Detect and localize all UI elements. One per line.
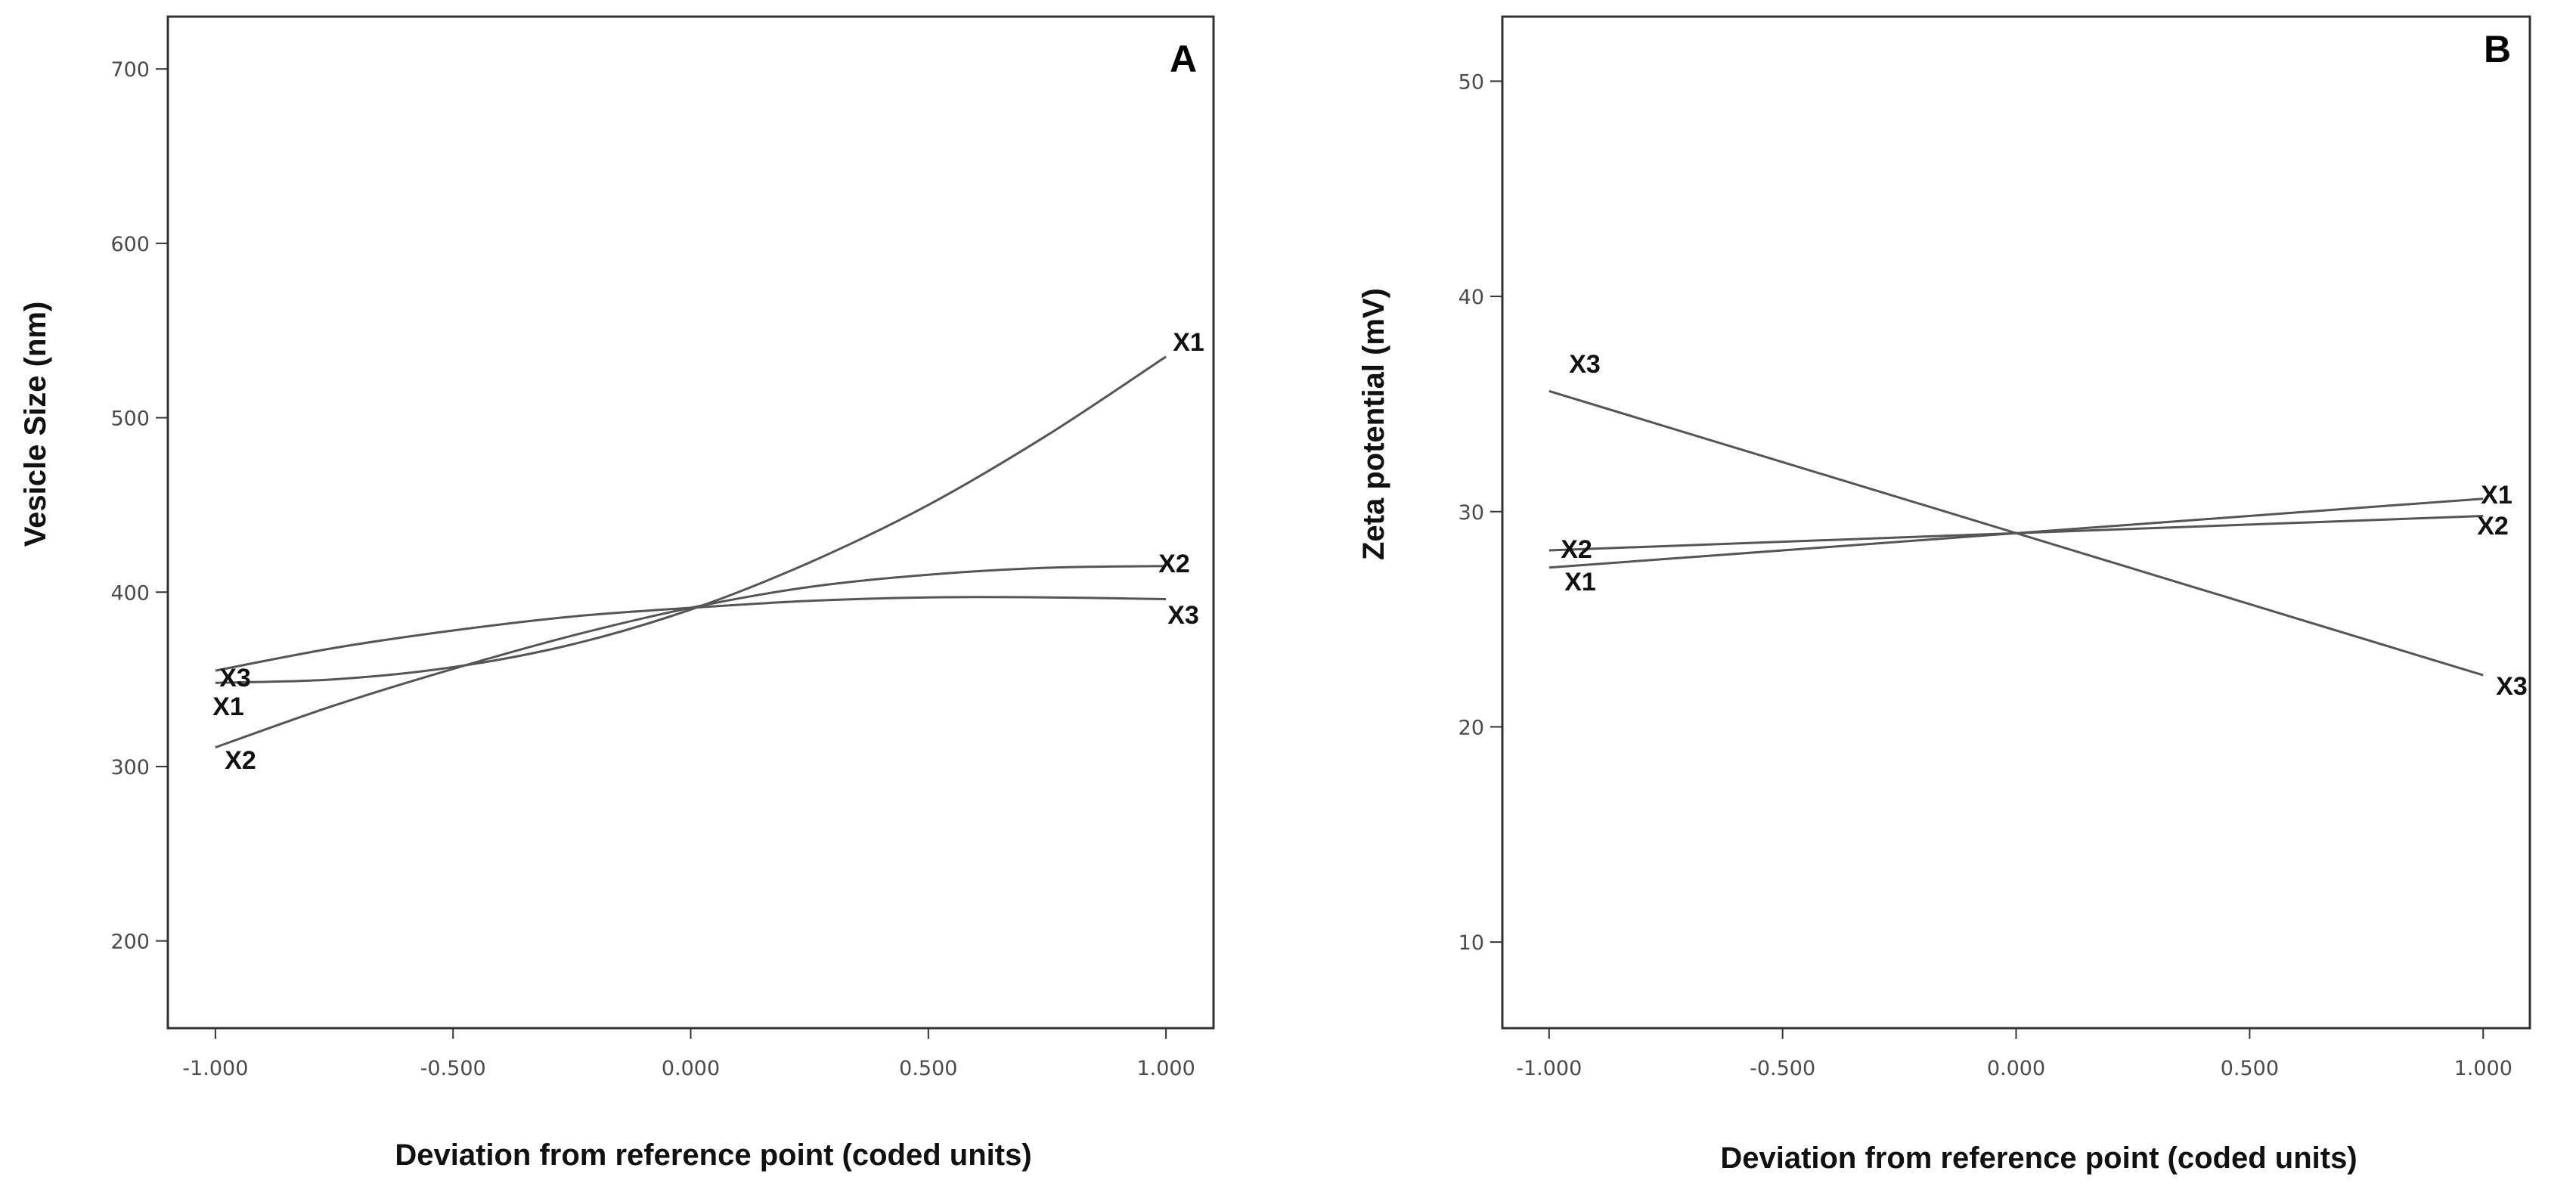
series-label-x1-left: X1 [1564,568,1596,596]
y-tick-label: 400 [110,581,150,605]
y-tick-label: 700 [110,58,150,82]
series-label-x3-left: X3 [1569,350,1601,379]
y-axis-title: Vesicle Size (nm) [19,302,52,547]
series-line-x1 [215,355,1167,684]
plot-frame [166,15,1215,1030]
x-axis-title: Deviation from reference point (coded un… [1720,1142,2357,1175]
y-tick-label: 300 [110,756,150,779]
series-label-x3-left: X3 [219,664,251,692]
y-axis-title: Zeta potential (mV) [1357,288,1390,560]
y-tick-label: 30 [1458,501,1484,525]
series-label-x1-right: X1 [2481,481,2512,510]
plot-frame [1501,15,2531,1030]
series-line-x3 [215,596,1167,672]
series-label-x2-left: X2 [225,746,256,775]
x-tick-label: 0.500 [2221,1057,2279,1080]
series-label-x2-right: X2 [1158,550,1190,578]
panel-letter: B [2484,28,2511,70]
y-tick-label: 500 [110,407,150,431]
series-label-x3-right: X3 [2496,672,2528,701]
series-line-x3 [1548,389,2484,677]
x-tick-label: -0.500 [420,1057,486,1080]
x-tick-label: 1.000 [1136,1057,1195,1080]
y-tick-label: 200 [110,931,150,954]
y-tick-label: 40 [1458,286,1484,309]
y-tick-label: 50 [1458,70,1484,94]
series-label-x2-right: X2 [2477,512,2509,541]
panel-letter: A [1170,38,1197,80]
x-tick-label: 0.500 [899,1057,957,1080]
x-tick-label: -1.000 [1516,1057,1582,1080]
panel-a-chart: -1.000 -0.500 0.000 0.500 1.000 200 300 400 500 6… [19,15,1215,1172]
x-tick-label: -0.500 [1750,1057,1815,1080]
x-tick-label: -1.000 [182,1057,248,1080]
y-tick-label: 10 [1458,931,1484,955]
panel-b-chart: -1.000 -0.500 0.000 0.500 1.000 10 20 30 40 50 Dev… [1357,15,2531,1175]
y-tick-label: 600 [110,233,150,256]
x-axis-title: Deviation from reference point (coded un… [395,1139,1031,1172]
x-tick-label: 1.000 [2454,1057,2512,1080]
x-tick-label: 0.000 [1987,1057,2045,1080]
x-tick-label: 0.000 [662,1057,720,1080]
series-label-x2-left: X2 [1561,535,1592,564]
y-tick-label: 20 [1458,716,1484,739]
series-label-x1-right: X1 [1173,328,1204,357]
series-label-x1-left: X1 [212,692,244,721]
series-line-x2 [215,565,1167,749]
series-label-x3-right: X3 [1167,601,1199,630]
